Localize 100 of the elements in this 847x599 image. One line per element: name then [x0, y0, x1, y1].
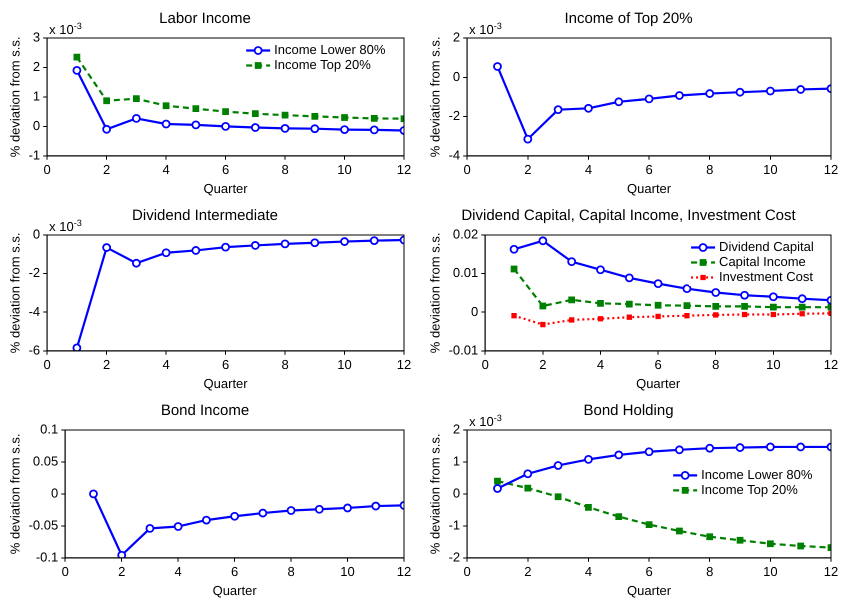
x-tick-label: 10 — [340, 564, 355, 580]
point — [654, 279, 663, 288]
point — [705, 89, 714, 98]
point — [796, 85, 806, 94]
point — [766, 86, 775, 96]
point — [252, 110, 259, 118]
point — [511, 313, 517, 318]
y-axis-title: % deviation from s.s. — [7, 232, 22, 354]
y-tick-label: 0.02 — [452, 226, 478, 242]
point — [798, 294, 807, 304]
point — [655, 314, 661, 320]
point — [221, 242, 230, 252]
point — [736, 536, 744, 544]
point — [221, 122, 230, 131]
point — [798, 304, 806, 311]
legend-label: Income Top 20% — [701, 482, 798, 497]
point — [523, 134, 532, 144]
y-tick-label: 2 — [452, 30, 460, 45]
x-tick-label: 10 — [763, 162, 778, 178]
point — [191, 120, 200, 130]
chart-title: Bond Income — [160, 402, 250, 420]
point — [705, 444, 714, 453]
x-tick-label: 10 — [337, 357, 352, 372]
x-tick-label: 2 — [539, 357, 546, 372]
point — [770, 312, 776, 318]
point — [646, 521, 652, 528]
legend-label: Income Top 20% — [274, 57, 372, 72]
x-axis-title: Quarter — [212, 582, 258, 598]
x-tick-label: 8 — [706, 564, 714, 580]
y-tick-label: 0 — [50, 485, 58, 500]
chart-title: Dividend Capital, Capital Income, Investment Cost — [461, 207, 796, 224]
x-tick-label: 12 — [396, 357, 412, 372]
y-tick-label: -0.01 — [448, 342, 478, 358]
x-tick-label: 10 — [763, 564, 778, 580]
point — [713, 312, 718, 318]
point — [596, 265, 605, 274]
point — [258, 508, 268, 518]
y-tick-label: 1 — [452, 454, 460, 469]
x-tick-label: 2 — [118, 564, 126, 580]
point — [311, 112, 318, 120]
chart-title: Labor Income — [159, 10, 251, 28]
point — [614, 97, 624, 106]
point — [222, 108, 229, 115]
y-tick-label: -1 — [28, 147, 40, 162]
point — [796, 442, 806, 452]
x-tick-label: 4 — [584, 564, 592, 580]
chart-title: Bond Holding — [583, 402, 674, 420]
y-tick-label: -1 — [448, 517, 460, 532]
x-tick-label: 0 — [482, 357, 489, 372]
x-tick-label: 8 — [706, 162, 714, 178]
point — [740, 290, 749, 300]
y-tick-label: 0 — [470, 304, 478, 319]
x-tick-label: 12 — [824, 357, 838, 372]
point — [162, 102, 170, 110]
point — [766, 442, 775, 452]
y-tick-label: 0.05 — [32, 454, 58, 469]
point — [567, 257, 576, 266]
point — [597, 300, 604, 307]
point — [310, 124, 320, 134]
x-axis-title: Quarter — [204, 180, 248, 196]
x-tick-label: 8 — [712, 357, 720, 372]
y-tick-label: 0 — [32, 226, 40, 242]
point — [493, 484, 502, 493]
point — [684, 313, 690, 318]
point — [72, 344, 82, 351]
point — [250, 123, 260, 132]
y-tick-label: 0.1 — [40, 422, 58, 437]
y-tick-label: -0.05 — [28, 517, 58, 532]
point — [89, 490, 98, 498]
legend-label: Income Lower 80% — [274, 42, 386, 58]
x-axis-title: Quarter — [204, 376, 248, 391]
y-axis-title: % deviation from s.s. — [427, 36, 442, 158]
x-tick-label: 0 — [62, 564, 69, 580]
point — [162, 248, 171, 258]
point — [768, 292, 778, 302]
x-tick-label: 12 — [396, 162, 412, 178]
point — [132, 258, 141, 268]
y-axis-title: % deviation from s.s. — [427, 232, 442, 354]
x-tick-label: 4 — [584, 162, 592, 178]
point — [286, 506, 296, 515]
x-tick-label: 8 — [281, 162, 289, 178]
point — [72, 66, 82, 75]
x-tick-label: 4 — [174, 564, 182, 580]
point — [554, 493, 562, 500]
y-tick-label: -2 — [448, 108, 460, 124]
x-tick-label: 8 — [281, 357, 289, 372]
x-tick-label: 2 — [524, 162, 532, 178]
chart-title: Dividend Intermediate — [132, 207, 278, 224]
x-tick-label: 12 — [824, 564, 838, 580]
point — [598, 316, 604, 322]
y-tick-label: 0 — [32, 118, 40, 133]
point — [493, 62, 502, 71]
point — [371, 502, 380, 510]
point — [102, 124, 112, 134]
point — [644, 447, 654, 456]
y-axis-title: % deviation from s.s. — [427, 434, 442, 554]
y-axis-title: % deviation from s.s. — [7, 36, 22, 158]
legend-label: Income Lower 80% — [701, 466, 813, 482]
point — [770, 304, 777, 311]
x-axis-title: Quarter — [627, 582, 672, 598]
